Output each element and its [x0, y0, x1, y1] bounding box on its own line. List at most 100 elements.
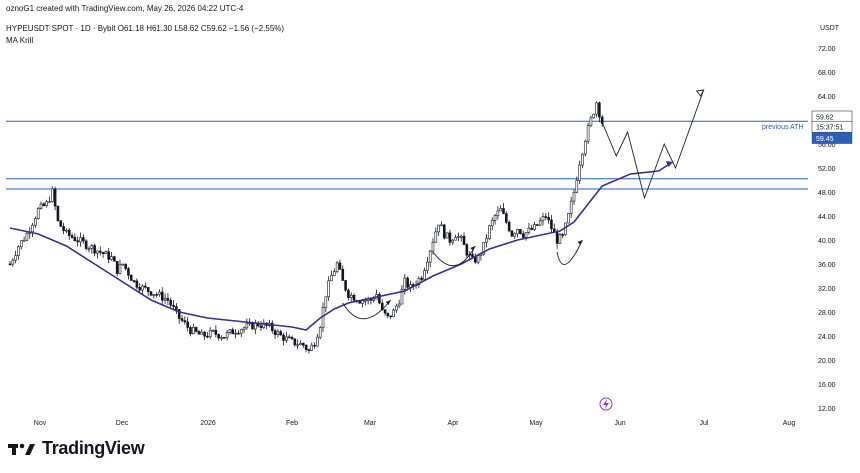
candle-body	[273, 330, 277, 335]
candle-body	[575, 180, 579, 193]
candle-body	[129, 274, 133, 281]
candle-body	[152, 294, 156, 296]
candle-body	[513, 233, 517, 237]
candle-body	[96, 250, 99, 254]
candle-body	[496, 210, 500, 216]
candle-body	[65, 229, 68, 232]
candle-body	[426, 261, 429, 271]
tradingview-logo[interactable]: TradingView	[8, 438, 145, 459]
annotation-arrowhead	[385, 300, 391, 305]
candle-body	[547, 216, 550, 221]
candle-body	[437, 224, 440, 233]
candle-body	[14, 255, 17, 261]
candle-body	[502, 208, 505, 214]
y-tick-label: 44.00	[818, 214, 836, 221]
y-tick-label: 72.00	[818, 46, 836, 53]
candle-body	[341, 268, 345, 281]
candle-body	[558, 234, 562, 244]
candle-body	[313, 344, 316, 347]
candle-body	[279, 331, 283, 336]
candle-body	[70, 235, 74, 238]
candle-body	[155, 294, 158, 296]
candle-body	[417, 277, 421, 286]
candle-body	[431, 241, 435, 252]
candle-body	[217, 334, 220, 339]
candle-body	[127, 268, 130, 276]
candle-body	[239, 329, 243, 334]
candle-body	[361, 300, 364, 304]
axis-currency-label: USDT	[820, 25, 840, 32]
candle-body	[62, 226, 65, 232]
candle-body	[473, 256, 477, 263]
candle-body	[293, 338, 297, 346]
candle-body	[530, 227, 534, 230]
candle-body	[316, 336, 319, 347]
candle-body	[177, 309, 181, 319]
candle-body	[259, 325, 263, 328]
candle-body	[383, 309, 387, 314]
candle-body	[104, 251, 108, 255]
y-tick-label: 16.00	[818, 382, 836, 389]
candle-body	[211, 329, 215, 332]
candle-body	[330, 275, 333, 282]
candle-body	[392, 309, 395, 318]
candle-body	[440, 224, 443, 227]
y-tick-label: 40.00	[818, 238, 836, 245]
candle-body	[84, 240, 88, 249]
symbol-ohlc-line: HYPEUSDT SPOT · 1D · Bybit O61.18 H61.30…	[6, 24, 285, 33]
annotation-arc	[432, 245, 476, 267]
candle-body	[228, 329, 232, 333]
y-tick-label: 64.00	[818, 94, 836, 101]
candle-body	[307, 349, 311, 351]
projection-path	[601, 89, 705, 200]
candle-body	[56, 205, 60, 222]
candle-body	[214, 329, 218, 335]
candle-body	[101, 252, 105, 255]
candle-body	[118, 263, 122, 274]
candle-body	[482, 241, 486, 255]
y-tick-label: 32.00	[818, 286, 836, 293]
candle-body	[536, 224, 539, 226]
candle-body	[200, 331, 204, 335]
y-tick-label: 24.00	[818, 334, 836, 341]
candle-body	[208, 330, 212, 338]
candle-body	[59, 220, 63, 227]
candle-body	[338, 262, 342, 270]
candle-body	[595, 102, 598, 115]
candle-body	[327, 280, 330, 298]
candle-body	[45, 201, 48, 206]
candle-body	[144, 285, 147, 288]
candle-body	[121, 263, 125, 266]
candle-body	[262, 322, 266, 328]
candle-body	[149, 291, 153, 296]
candle-body	[67, 229, 71, 236]
candle-body	[533, 224, 536, 230]
candle-body	[521, 233, 525, 238]
candle-body	[73, 237, 77, 242]
candle-body	[476, 255, 480, 263]
candle-body	[434, 231, 438, 243]
candle-body	[98, 250, 102, 253]
candle-body	[90, 245, 94, 249]
candle-body	[318, 327, 322, 338]
lightning-icon	[603, 399, 609, 409]
candle-body	[76, 240, 79, 243]
candle-body	[79, 237, 82, 243]
ma-arrowhead	[665, 161, 673, 167]
candle-body	[397, 303, 401, 307]
x-tick-label: Dec	[116, 420, 129, 427]
candle-body	[485, 238, 488, 243]
ma-value-tag-bg	[811, 132, 853, 144]
candle-body	[471, 254, 474, 258]
x-tick-label: Feb	[286, 420, 298, 427]
candle-body	[541, 216, 545, 222]
candle-body	[519, 229, 522, 235]
candle-body	[225, 332, 229, 338]
candle-body	[110, 256, 113, 260]
candle-body	[189, 327, 192, 335]
candle-body	[583, 140, 587, 155]
candle-body	[400, 289, 404, 305]
candle-body	[124, 263, 127, 269]
